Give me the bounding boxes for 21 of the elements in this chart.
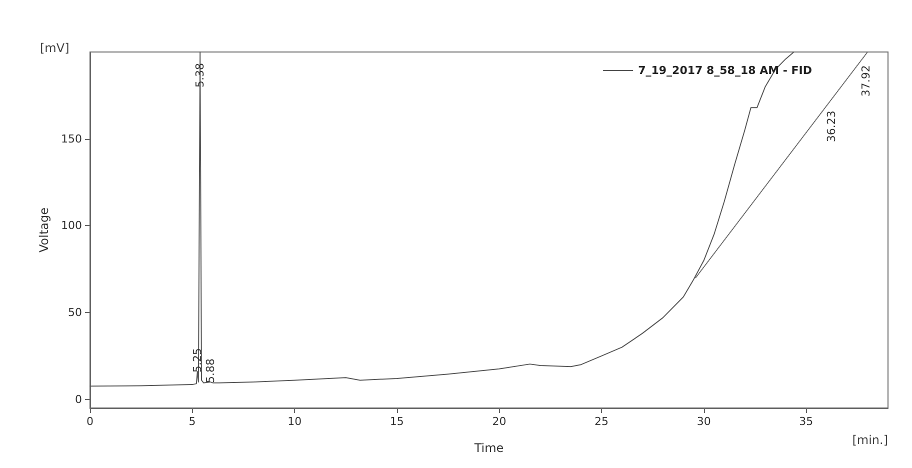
- x-tick-label: 30: [696, 415, 711, 428]
- y-tick-label: 0: [75, 392, 82, 406]
- text: [mV]: [40, 41, 70, 55]
- x-tick-label: 5: [188, 415, 196, 428]
- y-tick-label: 150: [61, 132, 82, 146]
- text: [min.]: [852, 433, 888, 447]
- y-axis-title: Voltage: [37, 207, 52, 253]
- annotation: 5.25: [190, 348, 204, 373]
- annotation: 36.23: [824, 110, 838, 142]
- x-tick-label: 0: [86, 415, 94, 428]
- y-tick-label: 100: [61, 219, 82, 232]
- x-tick-label: 10: [288, 415, 302, 428]
- x-tick-label: 20: [492, 415, 506, 428]
- annotation: 37.92: [859, 65, 872, 97]
- y-tick-label: 50: [68, 306, 82, 319]
- x-axis-title: Time: [473, 441, 504, 455]
- x-tick-label: 35: [799, 415, 814, 428]
- x-tick-label: 15: [390, 415, 404, 428]
- x-tick-label: 25: [594, 415, 609, 428]
- annotation: 5.38: [194, 63, 207, 88]
- annotation: 5.88: [204, 358, 217, 383]
